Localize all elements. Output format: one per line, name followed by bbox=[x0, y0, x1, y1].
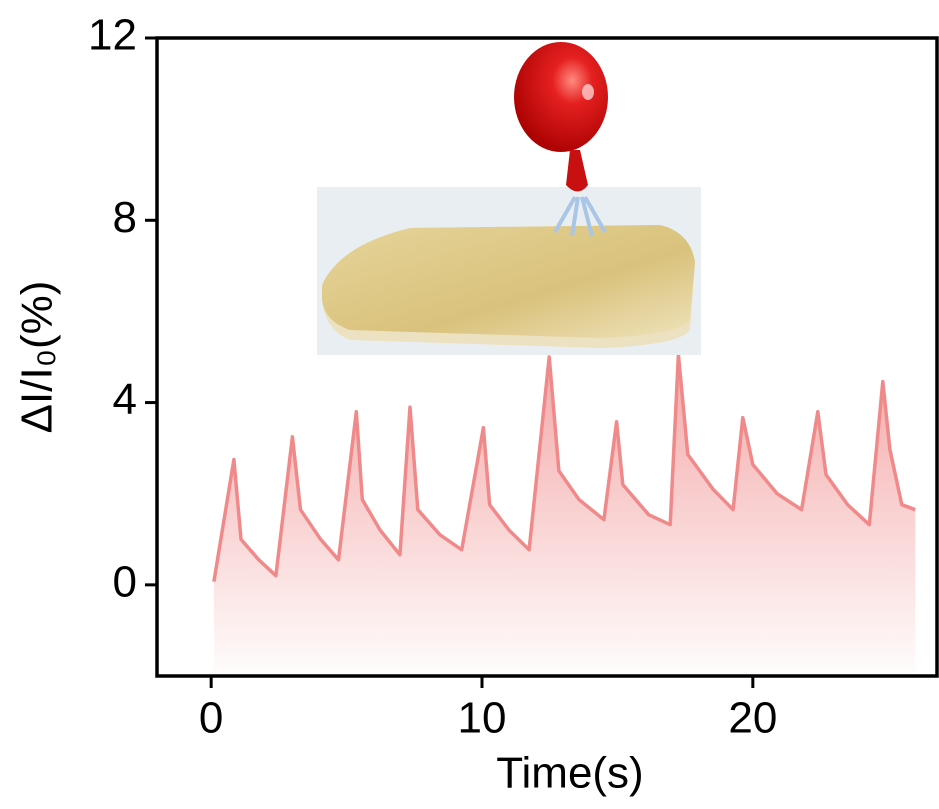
area bbox=[213, 354, 916, 676]
x-tick-label: 0 bbox=[199, 694, 223, 743]
plot-frame bbox=[155, 36, 939, 678]
inset-illustration bbox=[317, 42, 701, 355]
balloon-highlight bbox=[582, 84, 594, 100]
balloon-neck bbox=[566, 150, 588, 192]
y-axis-label: ΔI/I₀(%) bbox=[13, 281, 62, 434]
x-tick-label: 20 bbox=[728, 694, 777, 743]
balloon bbox=[514, 42, 608, 152]
line bbox=[212, 352, 916, 582]
x-axis-label: Time(s) bbox=[496, 749, 643, 798]
x-tick-label: 10 bbox=[458, 694, 507, 743]
y-tick-label: 8 bbox=[113, 193, 137, 242]
air-flow bbox=[553, 196, 607, 237]
y-tick-label: 4 bbox=[113, 375, 137, 424]
y-tick-label: 12 bbox=[88, 11, 137, 60]
plot-layer: 0 4 8 12 0 10 20 bbox=[88, 11, 939, 743]
slab-top bbox=[322, 225, 695, 338]
y-tick-label: 0 bbox=[113, 557, 137, 606]
